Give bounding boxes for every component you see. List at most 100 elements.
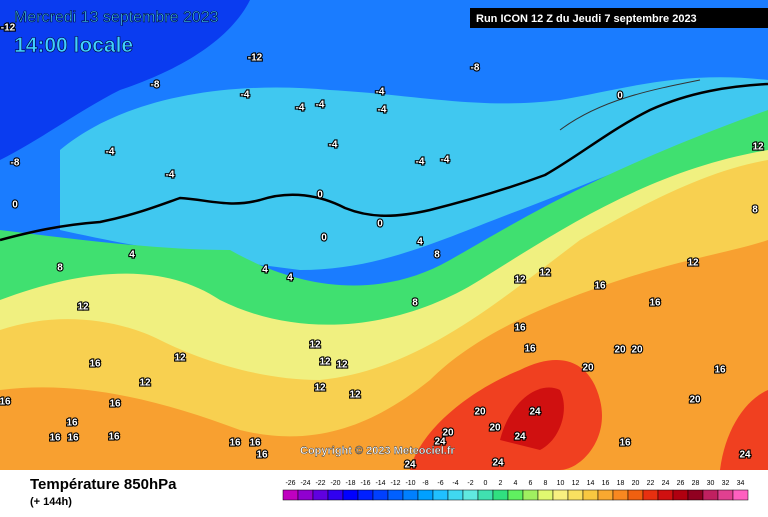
- legend-swatch: [732, 489, 749, 501]
- legend-swatch: [372, 489, 389, 501]
- legend-tick-label: 32: [722, 480, 730, 487]
- temperature-label: 12: [752, 142, 764, 153]
- very-hot-region: [410, 360, 602, 470]
- map: -12 -12 -8 -8 -4 -4 -4 -4 -4 -4 -4 -4 -4 -4 -8 0 0 0 0 0 4 4 4…: [0, 0, 768, 472]
- legend-swatch: [657, 489, 674, 501]
- legend-tick-label: -18: [345, 480, 355, 487]
- legend-swatch: [477, 489, 494, 501]
- legend-swatch: [717, 489, 734, 501]
- temperature-label: 16: [514, 323, 526, 334]
- temperature-label: -4: [316, 100, 325, 111]
- legend-swatch: [522, 489, 539, 501]
- temperature-label: 12: [314, 383, 326, 394]
- temperature-label: 16: [256, 450, 268, 461]
- temperature-label: 8: [752, 205, 758, 216]
- legend-swatch: [312, 489, 329, 501]
- legend-tick-label: 6: [529, 480, 533, 487]
- temperature-label: 24: [514, 432, 526, 443]
- temperature-label: -4: [241, 90, 250, 101]
- legend-swatch: [687, 489, 704, 501]
- legend-tick-label: 14: [587, 480, 595, 487]
- legend-swatch: [492, 489, 509, 501]
- temperature-label: -8: [151, 80, 160, 91]
- legend-swatch: [432, 489, 449, 501]
- legend-swatch: [597, 489, 614, 501]
- legend-swatch: [537, 489, 554, 501]
- temperature-label: 8: [412, 298, 418, 309]
- temperature-label: 20: [489, 423, 501, 434]
- legend-swatch: [462, 489, 479, 501]
- footer-title: Température 850hPa: [30, 476, 177, 493]
- legend-tick-label: -2: [467, 480, 473, 487]
- temperature-label: 16: [66, 418, 78, 429]
- temperature-label: -4: [378, 105, 387, 116]
- temperature-label: 12: [514, 275, 526, 286]
- temperature-label: 16: [109, 399, 121, 410]
- legend-tick-label: 28: [692, 480, 700, 487]
- legend-swatch: [402, 489, 419, 501]
- temperature-label: 16: [594, 281, 606, 292]
- temperature-label: 12: [139, 378, 151, 389]
- legend-tick-label: -10: [405, 480, 415, 487]
- run: Run ICON 12 Z du Jeudi 7 septembre 2023: [476, 13, 697, 25]
- legend-swatch: [357, 489, 374, 501]
- temperature-label: 16: [524, 344, 536, 355]
- temperature-label: 0: [377, 219, 383, 230]
- legend-swatch: [642, 489, 659, 501]
- temperature-label: 24: [434, 437, 446, 448]
- map-labels: -12 -12 -8 -8 -4 -4 -4 -4 -4 -4 -4 -4 -4 -4 -8 0 0 0 0 0 4 4 4…: [0, 22, 765, 472]
- legend-tick-label: -22: [315, 480, 325, 487]
- very-hot-region: [720, 390, 768, 470]
- temperature-label: 24: [529, 407, 541, 418]
- temperature-label: 16: [619, 438, 631, 449]
- date: Mercredi 13 septembre 2023: [14, 9, 219, 26]
- temperature-label: 20: [631, 345, 643, 356]
- temperature-label: 4: [129, 250, 135, 261]
- legend-tick-label: 20: [632, 480, 640, 487]
- temperature-label: 12: [687, 258, 699, 269]
- legend-swatch: [507, 489, 524, 501]
- temperature-label: 12: [539, 268, 551, 279]
- temperature-label: 4: [417, 237, 423, 248]
- legend-swatch: [447, 489, 464, 501]
- legend-tick-label: 12: [572, 480, 580, 487]
- temperature-label: 12: [77, 302, 89, 313]
- legend-swatch: [582, 489, 599, 501]
- legend-tick-label: 16: [602, 480, 610, 487]
- legend-tick-label: 22: [647, 480, 655, 487]
- temperature-label: -12: [248, 53, 263, 64]
- legend: -26 -24 -22 -20 -18 -16 -14 -12 -10 -8 -6 -4 -2 0 2 4 6 8…: [282, 480, 749, 501]
- legend-tick-label: -12: [390, 480, 400, 487]
- temperature-label: -4: [106, 147, 115, 158]
- legend-tick-label: -8: [422, 480, 428, 487]
- temperature-label: 16: [229, 438, 241, 449]
- temperature-label: 24: [739, 450, 751, 461]
- legend-swatch: [387, 489, 404, 501]
- temperature-label: -4: [296, 103, 305, 114]
- temperature-label: -4: [166, 170, 175, 181]
- legend-tick-label: -20: [330, 480, 340, 487]
- legend-tick-label: 18: [617, 480, 625, 487]
- temperature-label: 20: [614, 345, 626, 356]
- temperature-label: 16: [108, 432, 120, 443]
- legend-tick-label: -26: [285, 480, 295, 487]
- legend-tick-label: 8: [544, 480, 548, 487]
- core-region: [500, 387, 564, 450]
- legend-tick-label: 30: [707, 480, 715, 487]
- time: 14:00 locale: [14, 34, 133, 57]
- legend-swatch: [627, 489, 644, 501]
- legend-tick-label: 26: [677, 480, 685, 487]
- mild-region: [0, 110, 768, 330]
- temperature-label: -12: [1, 23, 16, 34]
- legend-swatch: [672, 489, 689, 501]
- temperature-label: 20: [474, 407, 486, 418]
- legend-tick-label: 34: [737, 480, 745, 487]
- legend-tick-label: 10: [557, 480, 565, 487]
- coastline: [559, 79, 701, 131]
- temperature-label: 8: [57, 263, 63, 274]
- legend-tick-label: -24: [300, 480, 310, 487]
- temperature-label: 20: [582, 363, 594, 374]
- temperature-label: 12: [336, 360, 348, 371]
- temperature-label: 16: [714, 365, 726, 376]
- temperature-label: 0: [317, 190, 323, 201]
